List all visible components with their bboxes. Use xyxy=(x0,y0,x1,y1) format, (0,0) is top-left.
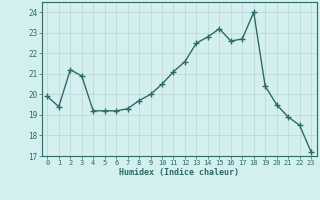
X-axis label: Humidex (Indice chaleur): Humidex (Indice chaleur) xyxy=(119,168,239,177)
